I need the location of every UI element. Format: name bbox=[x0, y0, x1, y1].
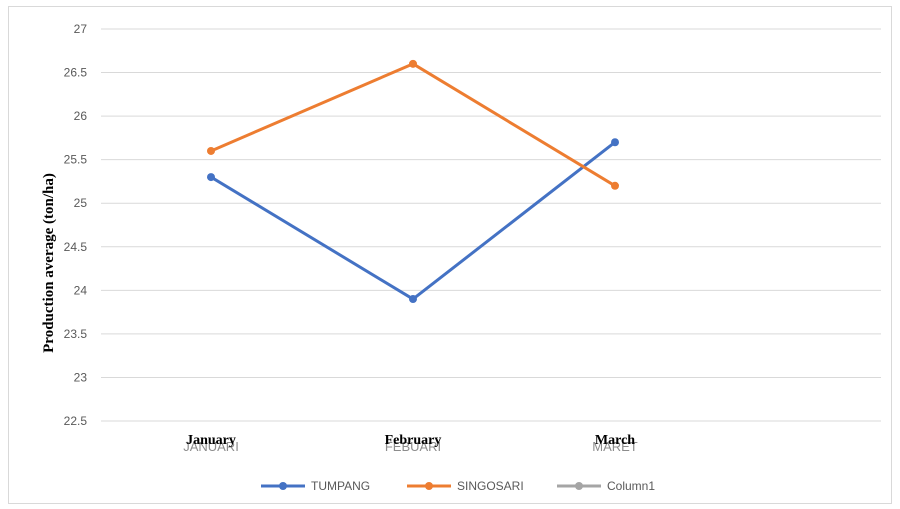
x-category-original-label: FEBUARI bbox=[385, 439, 441, 454]
series-line-tumpang bbox=[209, 140, 617, 301]
series-line-singosari bbox=[209, 62, 617, 188]
x-category-label: March bbox=[595, 433, 635, 448]
data-point-singosari bbox=[207, 146, 215, 155]
data-point-singosari bbox=[611, 181, 619, 190]
legend-label-tumpang: TUMPANG bbox=[311, 479, 370, 493]
data-point-singosari bbox=[409, 59, 417, 68]
y-tick-label: 26 bbox=[74, 109, 88, 123]
y-tick-label: 27 bbox=[74, 22, 88, 36]
data-point-tumpang bbox=[207, 173, 215, 182]
legend: TUMPANG SINGOSARI Column1 bbox=[261, 479, 655, 493]
y-tick-label: 25.5 bbox=[64, 153, 88, 167]
x-category-label: February bbox=[385, 433, 442, 448]
data-point-tumpang bbox=[611, 138, 619, 147]
y-tick-label: 23 bbox=[74, 370, 88, 384]
y-tick-label: 22.5 bbox=[64, 414, 88, 428]
legend-label-singosari: SINGOSARI bbox=[457, 479, 524, 493]
y-tick-label: 24.5 bbox=[64, 240, 88, 254]
y-tick-label: 26.5 bbox=[64, 66, 88, 80]
y-tick-label: 24 bbox=[74, 283, 88, 297]
y-axis-ticks: 27 26.5 26 25.5 25 24.5 24 23.5 23 22.5 bbox=[64, 22, 88, 428]
legend-label-column1: Column1 bbox=[607, 479, 655, 493]
legend-marker-tumpang bbox=[279, 482, 287, 490]
gridlines bbox=[101, 28, 881, 422]
x-category-original-label: JANUARI bbox=[183, 439, 239, 454]
x-category-label: January bbox=[186, 433, 236, 448]
y-tick-label: 25 bbox=[74, 196, 88, 210]
y-axis-title: Production average (ton/ha) bbox=[41, 173, 57, 353]
x-category-original-label: MARET bbox=[592, 439, 638, 454]
chart-frame: 27 26.5 26 25.5 25 24.5 24 23.5 23 22.5 Productio… bbox=[8, 6, 892, 504]
y-tick-label: 23.5 bbox=[64, 327, 88, 341]
series-lines bbox=[207, 59, 619, 304]
legend-marker-column1 bbox=[575, 482, 583, 490]
legend-marker-singosari bbox=[425, 482, 433, 490]
data-point-tumpang bbox=[409, 295, 417, 304]
line-chart: 27 26.5 26 25.5 25 24.5 24 23.5 23 22.5 Productio… bbox=[41, 22, 881, 493]
